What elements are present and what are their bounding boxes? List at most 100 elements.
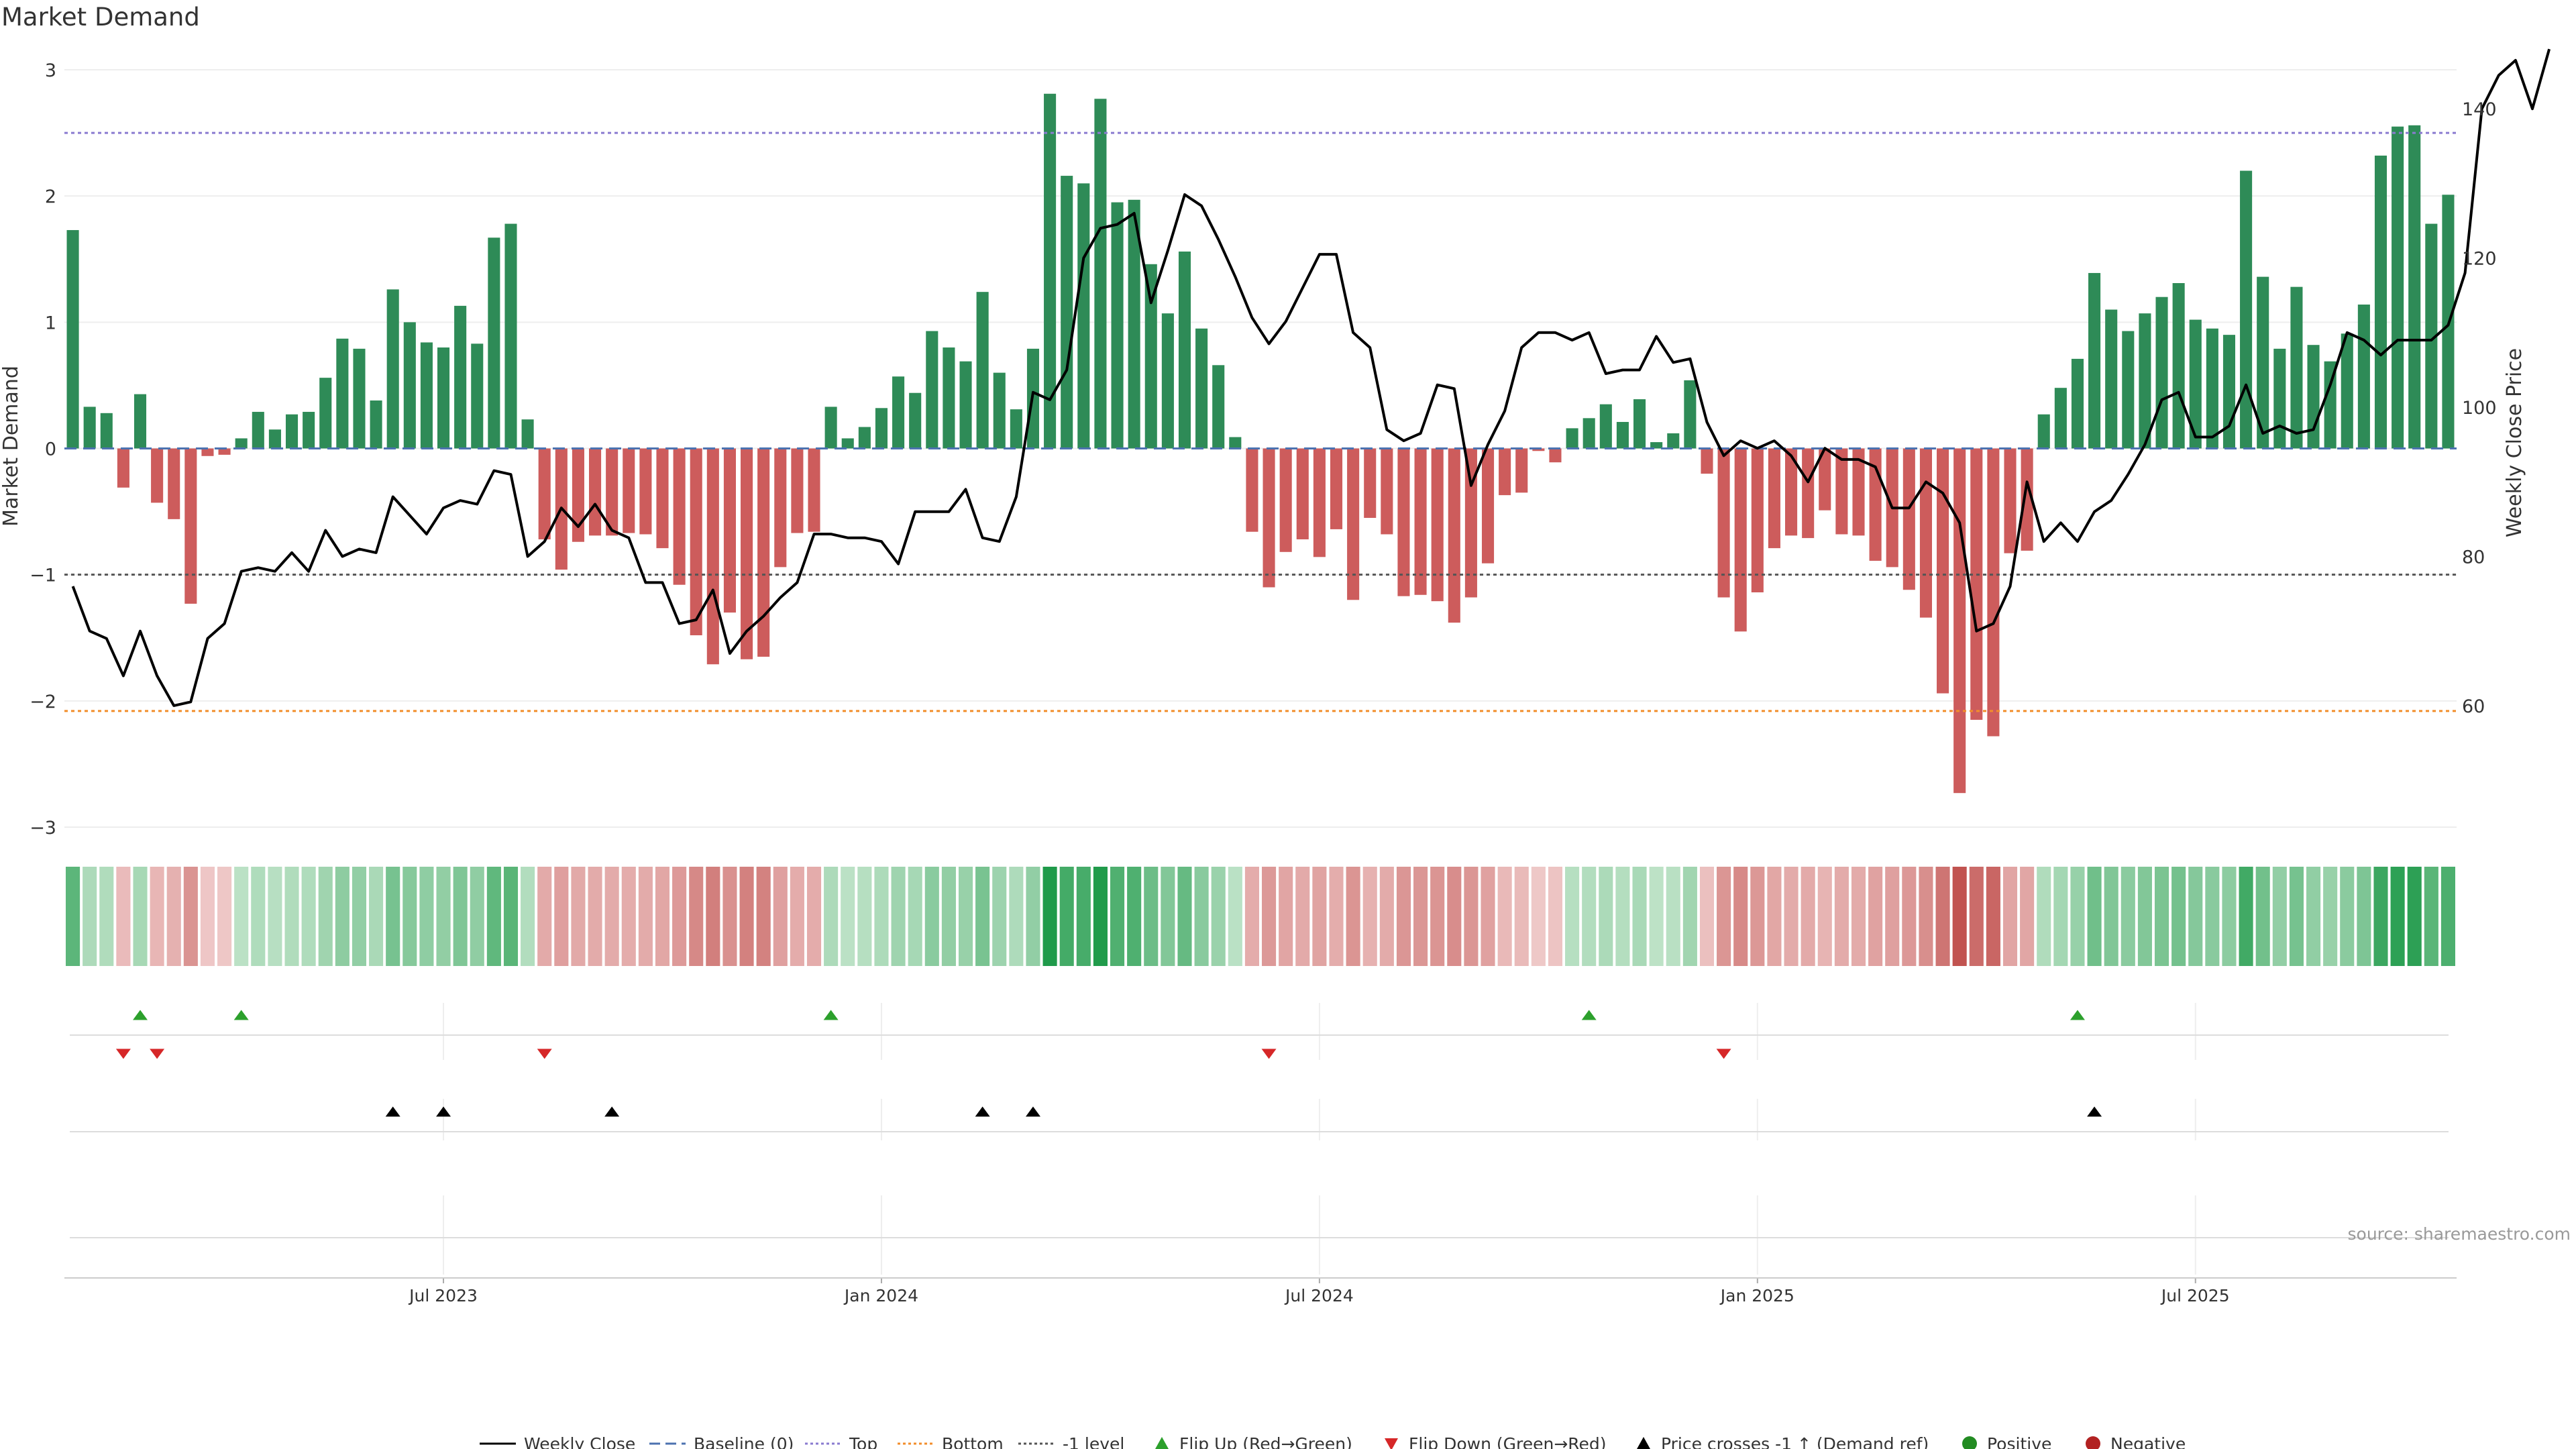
demand-bar-positive <box>1178 251 1191 449</box>
demand-bar-positive <box>2189 319 2202 449</box>
heat-cell <box>183 867 198 966</box>
heat-cell <box>284 867 299 966</box>
heat-cell <box>1834 867 1849 966</box>
demand-bar-negative <box>639 448 652 535</box>
y-tick-label: −1 <box>30 566 56 586</box>
demand-bar-positive <box>2240 170 2253 449</box>
demand-bar-negative <box>1768 448 1780 549</box>
heat-cell <box>200 867 215 966</box>
demand-bar-positive <box>1599 404 1612 449</box>
grid-layer <box>64 69 2457 1275</box>
y-tick-label: −2 <box>30 692 56 712</box>
heat-cell <box>1279 867 1293 966</box>
demand-bar-positive <box>858 427 871 449</box>
demand-bar-positive <box>1650 442 1663 449</box>
heat-cell <box>419 867 434 966</box>
demand-bar-negative <box>2021 448 2033 551</box>
heat-cell <box>2104 867 2118 966</box>
demand-bar-negative <box>1279 448 1292 552</box>
demand-bar-positive <box>2392 126 2404 449</box>
legend-baseline: Baseline (0) <box>649 1434 794 1449</box>
legend-positive: Positive <box>1962 1434 2051 1449</box>
heat-cell <box>369 867 384 966</box>
heat-cell <box>2289 867 2304 966</box>
heat-cell <box>1801 867 1815 966</box>
demand-bar-positive <box>1633 399 1646 449</box>
heat-cell <box>234 867 249 966</box>
demand-bar-negative <box>673 448 686 585</box>
demand-bar-negative <box>201 448 214 456</box>
heat-cell <box>874 867 889 966</box>
demand-bar-positive <box>1229 437 1242 449</box>
heat-cell <box>2188 867 2203 966</box>
heat-cell <box>1211 867 1226 966</box>
demand-bar-positive <box>285 414 299 449</box>
demand-bar-positive <box>1161 313 1174 449</box>
legend-label: -1 level <box>1063 1434 1124 1449</box>
heat-cell <box>1565 867 1580 966</box>
heat-cell <box>2154 867 2169 966</box>
heat-cell <box>2306 867 2321 966</box>
heat-cell <box>2222 867 2237 966</box>
demand-bar-positive <box>420 342 433 449</box>
heat-cell <box>891 867 906 966</box>
heat-cell <box>2070 867 2085 966</box>
heat-cell <box>588 867 602 966</box>
demand-bar-positive <box>841 438 854 449</box>
demand-bar-positive <box>2222 335 2236 449</box>
heat-cell <box>1919 867 1933 966</box>
demand-bar-positive <box>268 429 281 449</box>
demand-bar-positive <box>100 413 113 449</box>
heat-cell <box>1902 867 1917 966</box>
y-tick-label: −3 <box>30 818 56 839</box>
demand-bar-positive <box>235 438 248 449</box>
heat-cell <box>756 867 771 966</box>
heat-cell <box>1851 867 1866 966</box>
heat-cell <box>537 867 552 966</box>
heat-cell <box>116 867 131 966</box>
heat-cell <box>857 867 872 966</box>
demand-bar-positive <box>993 372 1006 449</box>
demand-bar-negative <box>184 448 197 604</box>
demand-bar-positive <box>2155 297 2168 449</box>
demand-bar-negative <box>1919 448 1932 618</box>
y2-tick-label: 60 <box>2462 696 2485 717</box>
heat-cell <box>166 867 181 966</box>
y-tick-label: 1 <box>45 313 56 333</box>
legend: Weekly Close Baseline (0) Top Bottom -1 leve… <box>480 1434 2186 1449</box>
demand-bar-positive <box>1212 365 1225 449</box>
demand-bar-positive <box>370 400 382 449</box>
heat-cell <box>1346 867 1360 966</box>
heat-cell <box>1312 867 1327 966</box>
legend-label: Positive <box>1987 1434 2051 1449</box>
heat-cell <box>83 867 97 966</box>
heat-cell <box>2121 867 2135 966</box>
legend-label: Flip Up (Red→Green) <box>1179 1434 1352 1449</box>
heat-cell <box>1632 867 1647 966</box>
heat-cell <box>453 867 468 966</box>
demand-bar-negative <box>1987 448 2000 737</box>
demand-bar-positive <box>1044 93 1057 449</box>
heat-cell <box>1110 867 1125 966</box>
demand-bar-negative <box>1532 448 1545 451</box>
heat-cell <box>436 867 451 966</box>
heat-cell <box>1464 867 1479 966</box>
demand-bar-negative <box>218 448 231 455</box>
demand-bar-negative <box>1549 448 1562 463</box>
heat-cell <box>924 867 939 966</box>
heat-cell <box>150 867 164 966</box>
heat-cell <box>352 867 367 966</box>
heat-cell <box>1531 867 1546 966</box>
price-line-layer <box>71 48 2551 707</box>
heat-cell <box>335 867 350 966</box>
heat-cell <box>689 867 704 966</box>
demand-bar-positive <box>976 292 989 449</box>
demand-bar-positive <box>2425 223 2438 449</box>
flip-up-marker <box>2070 1010 2085 1020</box>
demand-bar-positive <box>437 347 450 449</box>
demand-bar-negative <box>2004 448 2017 553</box>
heat-cell <box>941 867 956 966</box>
demand-bar-negative <box>117 448 129 488</box>
heat-cell <box>958 867 973 966</box>
demand-bar-positive <box>824 407 837 449</box>
